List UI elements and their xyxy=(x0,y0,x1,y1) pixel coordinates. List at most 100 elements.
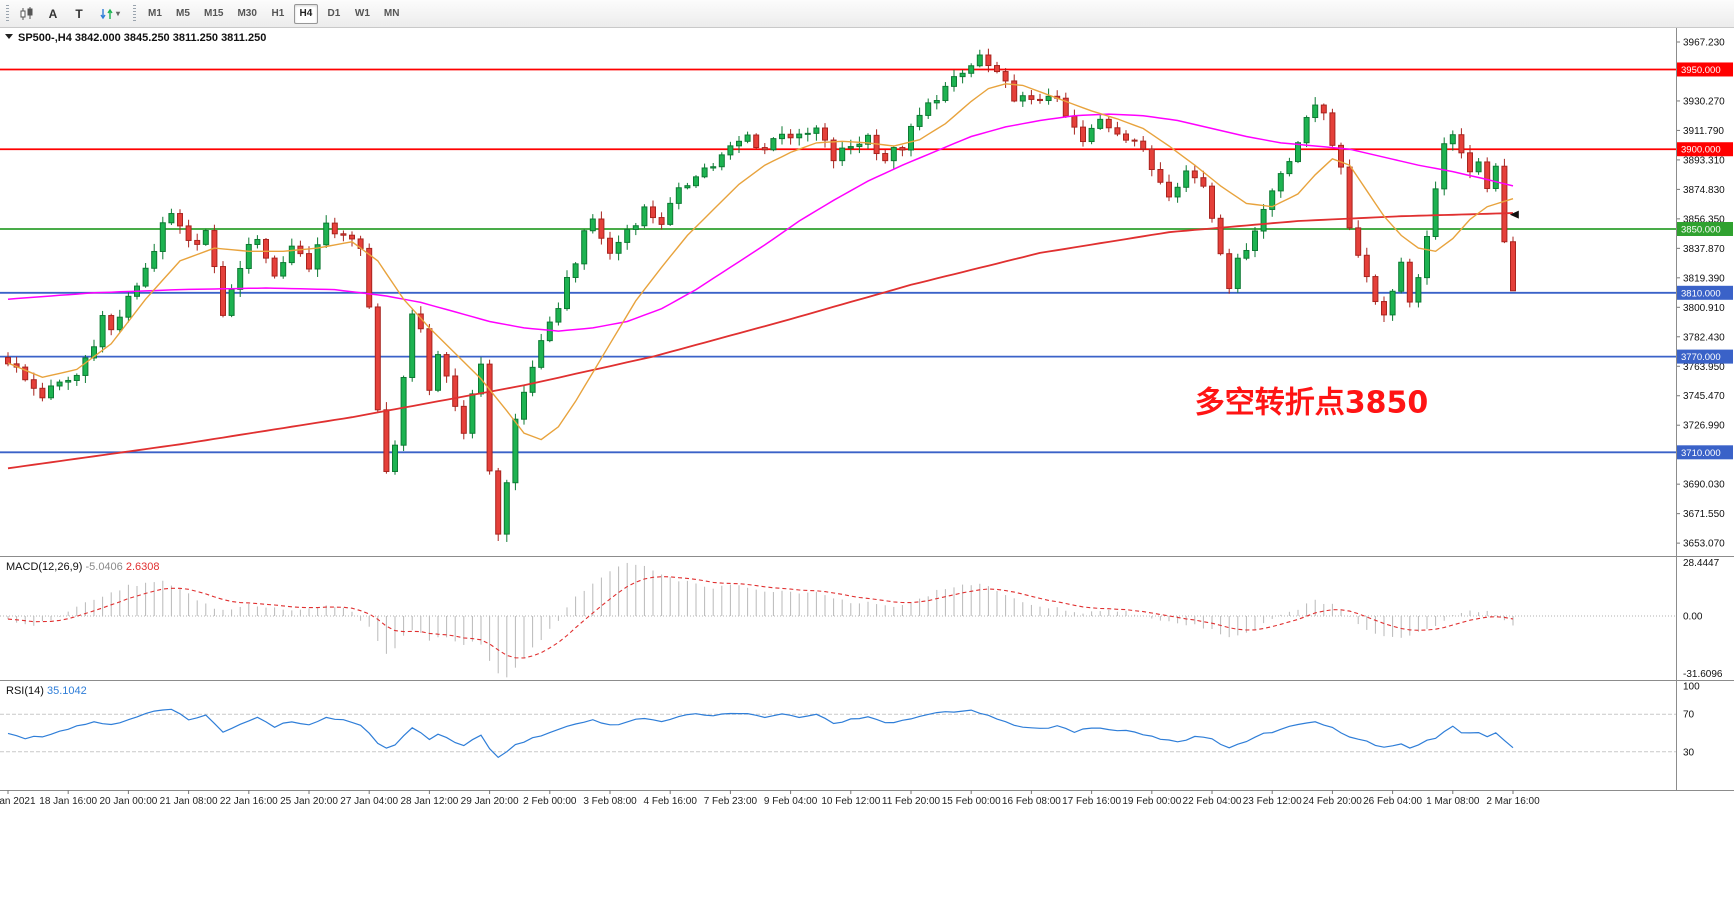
time-axis-label: 4 Feb 16:00 xyxy=(644,796,698,807)
price-levels xyxy=(0,68,1676,454)
annotation-text[interactable]: 多空转折点3850 xyxy=(1195,385,1429,420)
price-tick-label: 3671.550 xyxy=(1683,509,1725,520)
time-axis-label: 19 Feb 00:00 xyxy=(1122,796,1181,807)
price-tick-label: 3930.270 xyxy=(1683,96,1725,107)
tools-dropdown-button[interactable]: ▾ xyxy=(93,3,127,25)
price-tick-label: 3911.790 xyxy=(1683,126,1724,137)
time-axis-area[interactable] xyxy=(0,790,1734,830)
time-axis-label: 22 Jan 16:00 xyxy=(220,796,278,807)
timeframe-drag-grip[interactable] xyxy=(133,4,136,23)
chart-title: SP500-,H4 3842.000 3845.250 3811.250 381… xyxy=(5,32,266,44)
svg-text:3810.000: 3810.000 xyxy=(1681,288,1721,299)
price-tick-label: 3837.870 xyxy=(1683,244,1725,255)
cursor-tool-button[interactable]: A xyxy=(41,3,65,25)
svg-text:3710.000: 3710.000 xyxy=(1681,448,1721,459)
chart-plot-area[interactable] xyxy=(0,28,1676,556)
time-axis-label: 3 Feb 08:00 xyxy=(583,796,637,807)
ohlc-title-text: SP500-,H4 3842.000 3845.250 3811.250 381… xyxy=(18,32,266,44)
price-tag-3770.000: 3770.000 xyxy=(1677,349,1733,364)
price-tag-3710.000: 3710.000 xyxy=(1677,445,1733,460)
price-tick-label: 3782.430 xyxy=(1683,332,1725,343)
timeframe-d1-button[interactable]: D1 xyxy=(322,4,346,24)
time-axis-label: 17 Feb 16:00 xyxy=(1062,796,1121,807)
time-axis-label: 29 Jan 20:00 xyxy=(461,796,519,807)
time-axis-label: 2 Feb 00:00 xyxy=(523,796,577,807)
price-tag-3850.000: 3850.000 xyxy=(1677,221,1733,236)
price-tag-3810.000: 3810.000 xyxy=(1677,285,1733,300)
time-axis-label: 15 Jan 2021 xyxy=(0,796,36,807)
price-tick-label: 3653.070 xyxy=(1683,539,1725,550)
timeframe-m5-button[interactable]: M5 xyxy=(171,4,195,24)
dropdown-caret-icon: ▾ xyxy=(115,9,120,18)
time-axis-label: 10 Feb 12:00 xyxy=(821,796,880,807)
rsi-axis-30: 30 xyxy=(1683,747,1695,758)
time-axis-label: 25 Jan 20:00 xyxy=(280,796,338,807)
price-tick-label: 3726.990 xyxy=(1683,421,1725,432)
time-axis-label: 9 Feb 04:00 xyxy=(764,796,818,807)
price-tick-label: 3800.910 xyxy=(1683,303,1725,314)
price-tick-label: 3967.230 xyxy=(1683,37,1725,48)
timeframe-h1-button[interactable]: H1 xyxy=(266,4,290,24)
price-axis-area[interactable] xyxy=(1676,28,1734,790)
price-tick-label: 3874.830 xyxy=(1683,185,1725,196)
svg-text:3900.000: 3900.000 xyxy=(1681,145,1721,156)
ma-mid-line xyxy=(7,113,1514,332)
timeframe-m30-button[interactable]: M30 xyxy=(232,4,261,24)
price-tag-3900.000: 3900.000 xyxy=(1677,142,1733,157)
double-arrow-icon xyxy=(100,8,113,19)
time-axis-label: 2 Mar 16:00 xyxy=(1486,796,1540,807)
time-axis-label: 11 Feb 20:00 xyxy=(882,796,941,807)
time-axis-label: 27 Jan 04:00 xyxy=(340,796,398,807)
macd-signal-line xyxy=(7,576,1514,659)
price-tag-3950.000: 3950.000 xyxy=(1677,62,1733,77)
time-axis-label: 22 Feb 04:00 xyxy=(1183,796,1242,807)
macd-label: MACD(12,26,9) -5.0406 2.6308 xyxy=(6,561,160,573)
timeframe-w1-button[interactable]: W1 xyxy=(350,4,375,24)
candlestick-series xyxy=(5,48,1516,542)
ma-fast-line xyxy=(7,83,1514,441)
rsi-axis-70: 70 xyxy=(1683,710,1695,721)
timeframe-mn-button[interactable]: MN xyxy=(379,4,405,24)
macd-axis-zero: 0.00 xyxy=(1683,611,1703,622)
timeframe-h4-button[interactable]: H4 xyxy=(293,3,318,24)
toolbar-drag-grip[interactable] xyxy=(6,4,9,23)
time-axis-label: 26 Feb 04:00 xyxy=(1363,796,1422,807)
chart-toolbar: A T ▾ M1 M5 M15 M30 H1 H4 D1 W1 MN xyxy=(0,0,1734,28)
timeframe-m15-button[interactable]: M15 xyxy=(199,4,228,24)
time-axis-label: 18 Jan 16:00 xyxy=(39,796,97,807)
symbol-dropdown-icon[interactable] xyxy=(5,34,13,39)
chart-type-button[interactable] xyxy=(15,3,39,25)
time-axis-label: 24 Feb 20:00 xyxy=(1303,796,1362,807)
time-axis-label: 15 Feb 00:00 xyxy=(942,796,1001,807)
text-tool-label: T xyxy=(75,6,83,21)
left-arrow-marker[interactable] xyxy=(1509,210,1519,219)
time-axis-label: 28 Jan 12:00 xyxy=(400,796,458,807)
svg-text:3770.000: 3770.000 xyxy=(1681,352,1721,363)
time-axis-label: 16 Feb 08:00 xyxy=(1002,796,1061,807)
time-axis-label: 20 Jan 00:00 xyxy=(99,796,157,807)
price-tick-label: 3819.390 xyxy=(1683,273,1725,284)
macd-axis-max: 28.4447 xyxy=(1683,558,1720,569)
chart-window: 3967.2303948.7503930.2703911.7903893.310… xyxy=(0,28,1734,899)
macd-axis-min: -31.6096 xyxy=(1683,669,1723,680)
time-axis-label: 1 Mar 08:00 xyxy=(1426,796,1480,807)
rsi-line xyxy=(7,708,1514,759)
mini-candlestick-icon xyxy=(20,6,33,20)
time-axis-label: 23 Feb 12:00 xyxy=(1243,796,1302,807)
cursor-tool-label: A xyxy=(48,6,58,21)
price-tick-label: 3690.030 xyxy=(1683,480,1725,491)
svg-text:3850.000: 3850.000 xyxy=(1681,224,1721,235)
rsi-axis-100: 100 xyxy=(1683,682,1700,693)
price-tick-label: 3893.310 xyxy=(1683,155,1725,166)
chart-svg: 3967.2303948.7503930.2703911.7903893.310… xyxy=(0,28,1734,899)
time-axis: 15 Jan 202118 Jan 16:0020 Jan 00:0021 Ja… xyxy=(0,790,1540,807)
price-tick-label: 3856.350 xyxy=(1683,214,1725,225)
price-tick-label: 3763.950 xyxy=(1683,362,1725,373)
svg-text:3950.000: 3950.000 xyxy=(1681,65,1721,76)
timeframe-m1-button[interactable]: M1 xyxy=(143,4,167,24)
rsi-label: RSI(14) 35.1042 xyxy=(6,685,87,697)
ma-slow-line xyxy=(7,212,1514,470)
time-axis-label: 7 Feb 23:00 xyxy=(704,796,758,807)
text-tool-button[interactable]: T xyxy=(67,3,91,25)
time-axis-label: 21 Jan 08:00 xyxy=(160,796,218,807)
